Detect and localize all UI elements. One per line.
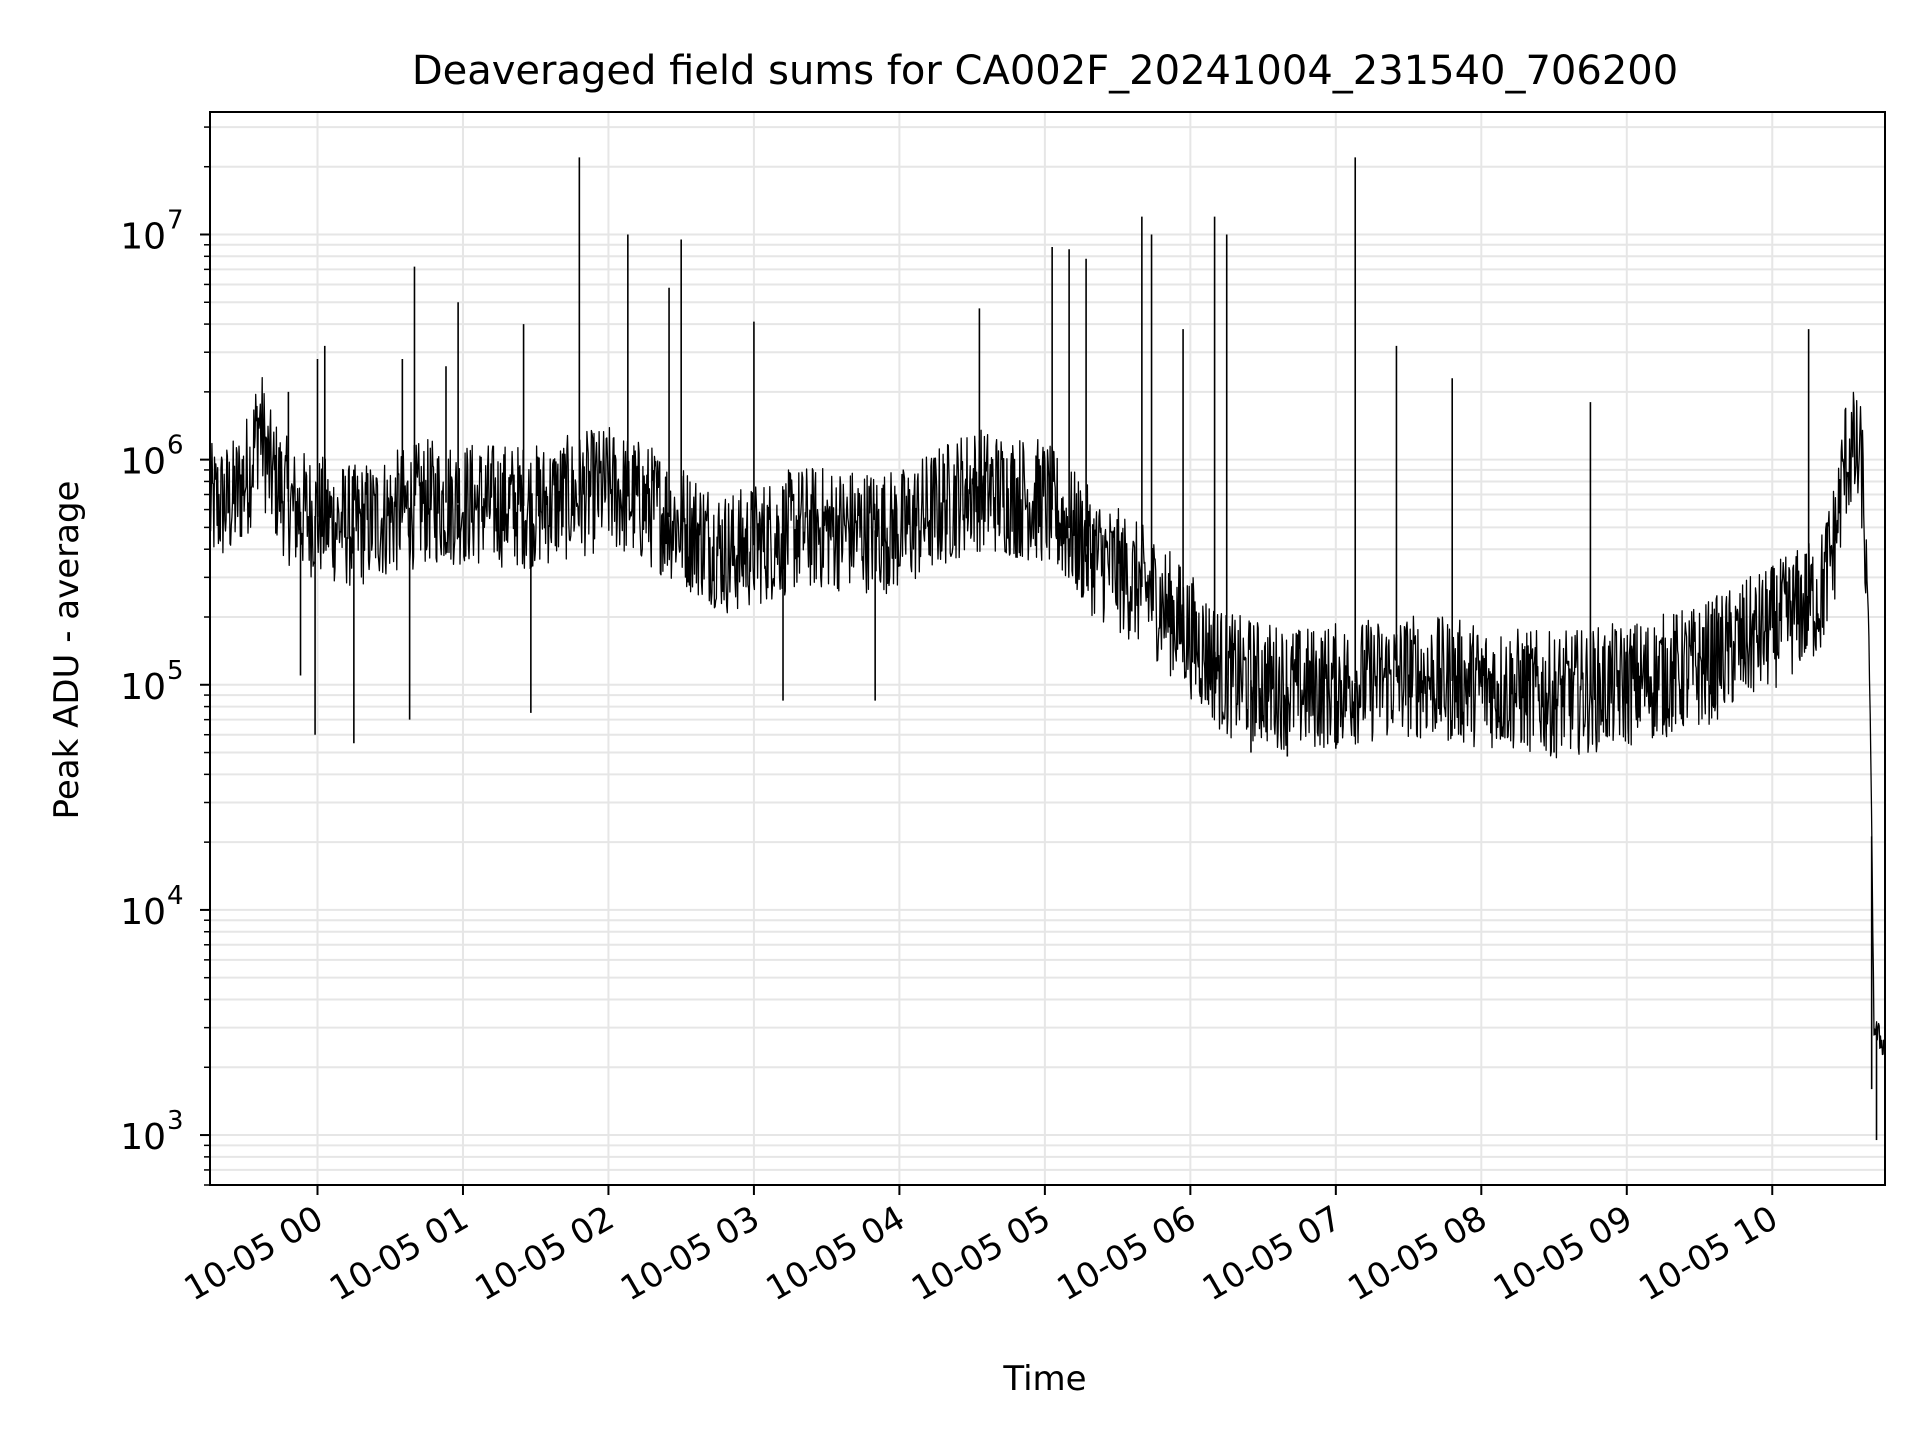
- y-tick-exponent: 4: [167, 881, 184, 911]
- y-tick-exponent: 5: [167, 656, 184, 686]
- plot-area: [209, 111, 1886, 1186]
- y-tick-label: 10: [120, 892, 166, 933]
- y-tick-label: 10: [120, 667, 166, 708]
- y-tick-label: 10: [120, 216, 166, 257]
- y-axis-label: Peak ADU - average: [47, 481, 87, 820]
- y-tick-label: 10: [120, 1117, 166, 1158]
- chart-title: Deaveraged field sums for CA002F_2024100…: [412, 48, 1678, 94]
- series-layer: [209, 157, 1886, 1141]
- series-line: [209, 376, 1886, 1056]
- y-tick-exponent: 7: [167, 205, 184, 235]
- y-tick-exponent: 3: [167, 1106, 184, 1136]
- y-tick-label: 10: [120, 442, 166, 483]
- plot-frame: [209, 111, 1886, 1186]
- y-tick-exponent: 6: [167, 431, 184, 461]
- x-axis-label: Time: [1002, 1359, 1086, 1399]
- grid-lines: [210, 112, 1885, 1186]
- plot-background: [210, 112, 1885, 1185]
